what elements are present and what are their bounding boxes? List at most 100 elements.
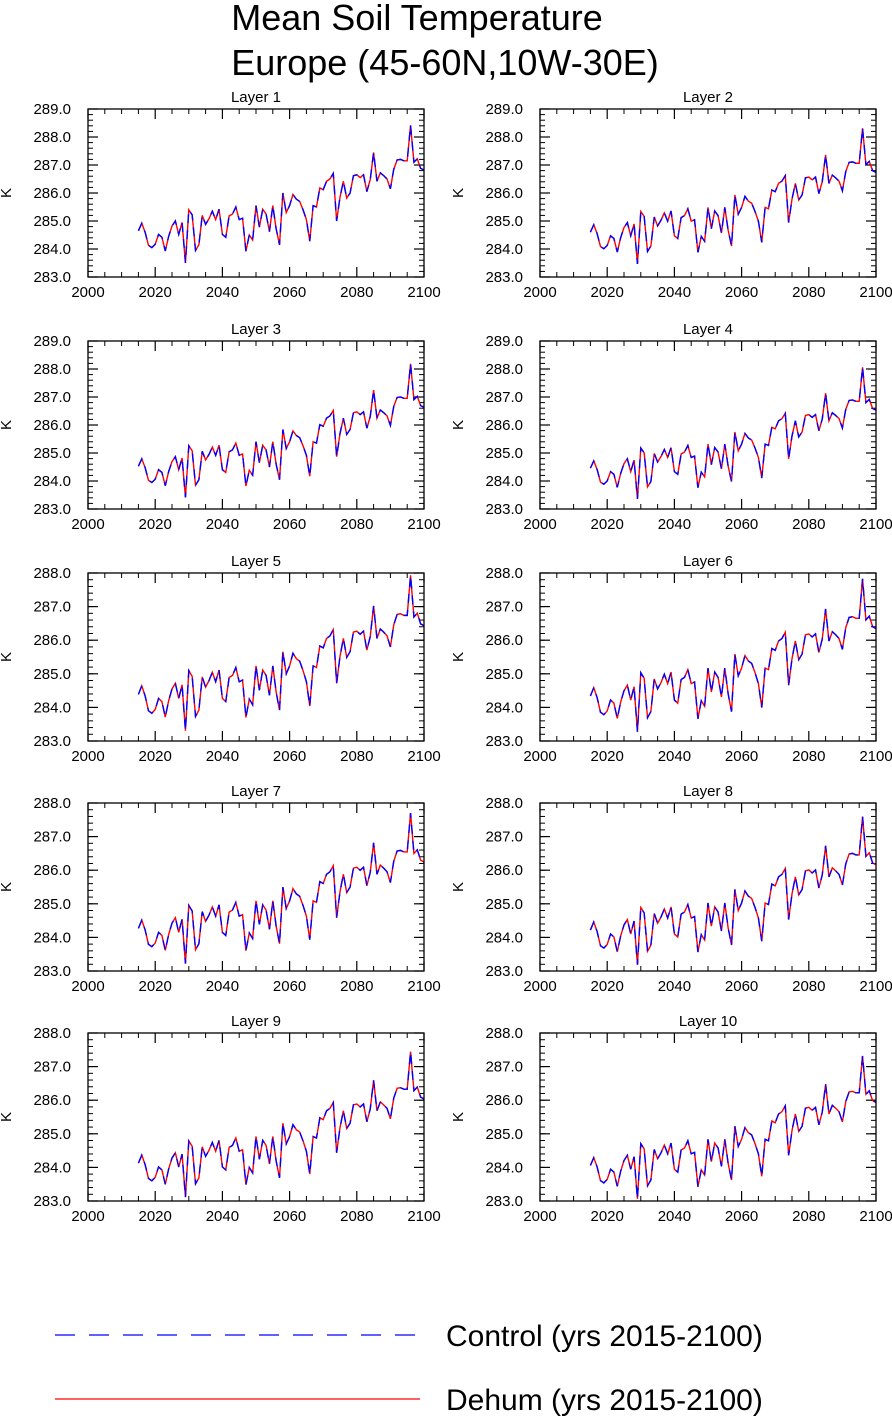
panel-title-layer-5: Layer 5 <box>231 553 281 570</box>
x-tick-label-2020-layer-5: 2020 <box>139 748 172 765</box>
y-tick-label-284.0-layer-9: 284.0 <box>33 1159 71 1176</box>
panel-title-layer-2: Layer 2 <box>683 89 733 106</box>
y-tick-label-287.0-layer-7: 287.0 <box>33 829 71 846</box>
y-tick-label-286.0-layer-10: 286.0 <box>485 1092 523 1109</box>
minor-ticks-layer-5 <box>88 572 424 742</box>
y-tick-label-283.0-layer-8: 283.0 <box>485 963 523 980</box>
panel-layer-9: Layer 9 K 2000 2020 2040 2060 2080 2100 283.0 284… <box>0 1013 441 1225</box>
x-tick-label-2000-layer-8: 2000 <box>523 978 556 995</box>
major-ticks-layer-1 <box>87 108 425 278</box>
x-tick-label-2060-layer-6: 2060 <box>725 748 758 765</box>
x-tick-label-2100-layer-8: 2100 <box>859 978 892 995</box>
y-tick-label-287.0-layer-4: 287.0 <box>485 389 523 406</box>
major-ticks-layer-7 <box>87 802 425 972</box>
minor-ticks-layer-7 <box>88 802 424 972</box>
x-tick-label-2040-layer-8: 2040 <box>658 978 691 995</box>
x-tick-label-2100-layer-4: 2100 <box>859 516 892 533</box>
plot-frame-layer-5 <box>87 572 425 742</box>
panel-title-layer-1: Layer 1 <box>231 89 281 106</box>
x-tick-label-2080-layer-9: 2080 <box>340 1208 373 1225</box>
major-ticks-layer-2 <box>539 108 877 278</box>
minor-ticks-layer-2 <box>540 108 876 278</box>
y-tick-label-288.0-layer-10: 288.0 <box>485 1025 523 1042</box>
panel-title-layer-9: Layer 9 <box>231 1013 281 1030</box>
x-tick-label-2000-layer-6: 2000 <box>523 748 556 765</box>
x-tick-label-2100-layer-7: 2100 <box>407 978 440 995</box>
x-tick-label-2000-layer-5: 2000 <box>71 748 104 765</box>
x-tick-label-2040-layer-9: 2040 <box>206 1208 239 1225</box>
series-control-layer-8 <box>589 816 877 965</box>
y-tick-label-284.0-layer-3: 284.0 <box>33 473 71 490</box>
y-tick-label-288.0-layer-2: 288.0 <box>485 129 523 146</box>
x-tick-label-2060-layer-7: 2060 <box>273 978 306 995</box>
y-tick-label-286.0-layer-5: 286.0 <box>33 632 71 649</box>
major-ticks-layer-8 <box>539 802 877 972</box>
y-tick-label-284.0-layer-1: 284.0 <box>33 241 71 258</box>
y-tick-label-286.0-layer-2: 286.0 <box>485 185 523 202</box>
major-ticks-layer-4 <box>539 340 877 510</box>
y-tick-label-283.0-layer-3: 283.0 <box>33 501 71 518</box>
panel-layer-8: Layer 8 K 2000 2020 2040 2060 2080 2100 283.0 284… <box>450 783 892 995</box>
minor-ticks-layer-6 <box>540 572 876 742</box>
panel-title-layer-8: Layer 8 <box>683 783 733 800</box>
panel-title-layer-3: Layer 3 <box>231 321 281 338</box>
y-tick-label-284.0-layer-8: 284.0 <box>485 929 523 946</box>
y-tick-label-284.0-layer-4: 284.0 <box>485 473 523 490</box>
series-dehum-layer-5 <box>137 575 425 731</box>
x-tick-label-2060-layer-5: 2060 <box>273 748 306 765</box>
y-axis-label-layer-2: K <box>450 188 467 198</box>
series-dehum-layer-2 <box>589 128 877 264</box>
y-tick-label-288.0-layer-9: 288.0 <box>33 1025 71 1042</box>
panel-layer-4: Layer 4 K 2000 2020 2040 2060 2080 2100 283.0 284… <box>450 321 892 533</box>
x-tick-label-2000-layer-2: 2000 <box>523 284 556 301</box>
x-tick-label-2020-layer-2: 2020 <box>591 284 624 301</box>
y-tick-label-288.0-layer-5: 288.0 <box>33 565 71 582</box>
x-tick-label-2000-layer-4: 2000 <box>523 516 556 533</box>
x-tick-label-2000-layer-7: 2000 <box>71 978 104 995</box>
x-tick-label-2000-layer-9: 2000 <box>71 1208 104 1225</box>
x-tick-label-2020-layer-6: 2020 <box>591 748 624 765</box>
minor-ticks-layer-3 <box>88 340 424 510</box>
legend: Control (yrs 2015-2100) Dehum (yrs 2015-… <box>55 1320 763 1417</box>
y-axis-label-layer-6: K <box>450 652 467 662</box>
y-tick-label-283.0-layer-9: 283.0 <box>33 1193 71 1210</box>
y-tick-label-283.0-layer-1: 283.0 <box>33 269 71 286</box>
x-tick-label-2040-layer-7: 2040 <box>206 978 239 995</box>
major-ticks-layer-6 <box>539 572 877 742</box>
plot-frame-layer-6 <box>539 572 877 742</box>
y-tick-label-286.0-layer-1: 286.0 <box>33 185 71 202</box>
plot-frame-layer-8 <box>539 802 877 972</box>
series-dehum-layer-7 <box>137 813 425 964</box>
y-tick-label-289.0-layer-3: 289.0 <box>33 333 71 350</box>
x-tick-label-2080-layer-10: 2080 <box>792 1208 825 1225</box>
y-tick-label-287.0-layer-1: 287.0 <box>33 157 71 174</box>
major-ticks-layer-3 <box>87 340 425 510</box>
x-tick-label-2020-layer-7: 2020 <box>139 978 172 995</box>
plot-frame-layer-2 <box>539 108 877 278</box>
x-tick-label-2020-layer-8: 2020 <box>591 978 624 995</box>
panel-layer-7: Layer 7 K 2000 2020 2040 2060 2080 2100 283.0 284… <box>0 783 441 995</box>
x-tick-label-2100-layer-2: 2100 <box>859 284 892 301</box>
x-tick-label-2000-layer-1: 2000 <box>71 284 104 301</box>
y-tick-label-287.0-layer-3: 287.0 <box>33 389 71 406</box>
x-tick-label-2020-layer-10: 2020 <box>591 1208 624 1225</box>
x-tick-label-2040-layer-1: 2040 <box>206 284 239 301</box>
minor-ticks-layer-9 <box>88 1032 424 1202</box>
x-tick-label-2040-layer-6: 2040 <box>658 748 691 765</box>
y-tick-label-289.0-layer-4: 289.0 <box>485 333 523 350</box>
series-dehum-layer-6 <box>589 578 877 732</box>
minor-ticks-layer-4 <box>540 340 876 510</box>
y-tick-label-284.0-layer-10: 284.0 <box>485 1159 523 1176</box>
figure-title-line2: Europe (45-60N,10W-30E) <box>231 42 659 83</box>
panel-layer-10: Layer 10 K 2000 2020 2040 2060 2080 2100 283.0 28… <box>450 1013 892 1225</box>
x-tick-label-2080-layer-5: 2080 <box>340 748 373 765</box>
x-tick-label-2080-layer-7: 2080 <box>340 978 373 995</box>
series-dehum-layer-10 <box>589 1055 877 1199</box>
plot-frame-layer-9 <box>87 1032 425 1202</box>
panel-layer-6: Layer 6 K 2000 2020 2040 2060 2080 2100 283.0 284… <box>450 553 892 765</box>
plot-frame-layer-4 <box>539 340 877 510</box>
x-tick-label-2040-layer-4: 2040 <box>658 516 691 533</box>
y-tick-label-283.0-layer-10: 283.0 <box>485 1193 523 1210</box>
y-tick-label-285.0-layer-1: 285.0 <box>33 213 71 230</box>
x-tick-label-2020-layer-3: 2020 <box>139 516 172 533</box>
